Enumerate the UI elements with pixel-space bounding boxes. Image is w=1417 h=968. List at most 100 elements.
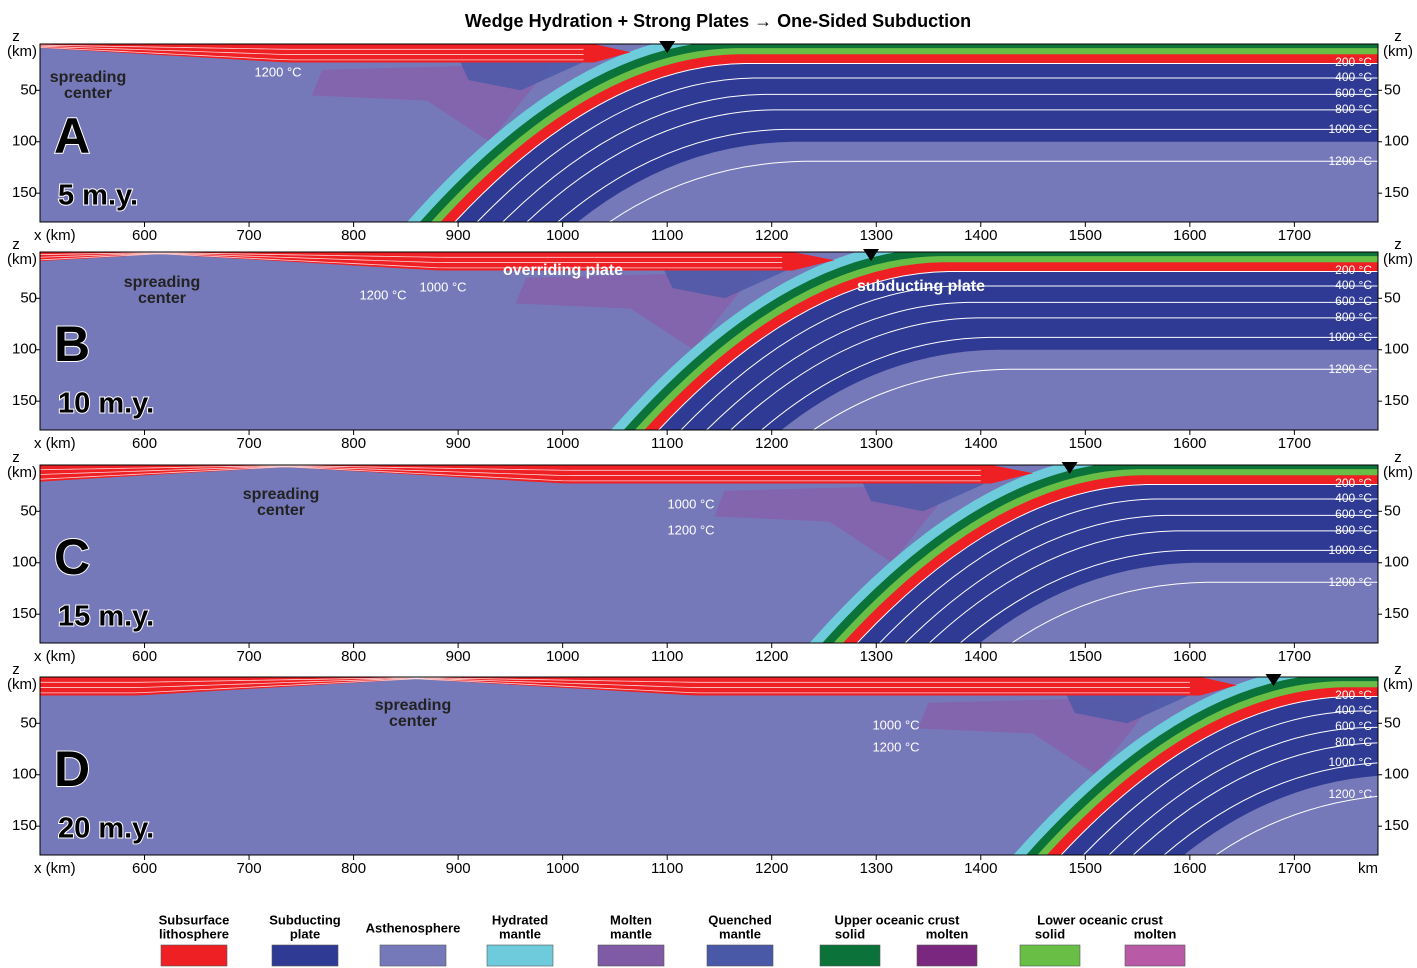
isotherm-label: 1200 °C bbox=[1329, 362, 1373, 376]
x-tick-label: 1500 bbox=[1069, 435, 1102, 452]
y-tick-label: 50 bbox=[20, 81, 37, 98]
x-axis-unit: km bbox=[1358, 860, 1378, 877]
y-tick-label: 100 bbox=[12, 554, 37, 571]
z-unit-right: (km) bbox=[1383, 676, 1413, 693]
legend-label: solid bbox=[835, 926, 865, 941]
z-unit-right: (km) bbox=[1383, 464, 1413, 481]
x-tick-label: 600 bbox=[132, 648, 157, 665]
y-tick-label: 50 bbox=[20, 289, 37, 306]
isotherm-label: 800 °C bbox=[1335, 523, 1372, 537]
x-tick-label: 900 bbox=[446, 860, 471, 877]
x-tick-label: 1000 bbox=[546, 227, 579, 244]
isotherm-label: 800 °C bbox=[1335, 310, 1372, 324]
x-tick-label: 1700 bbox=[1278, 648, 1311, 665]
x-tick-label: 1200 bbox=[755, 227, 788, 244]
legend-swatch bbox=[487, 945, 553, 966]
isotherm-label: 400 °C bbox=[1335, 70, 1372, 84]
annotation: 1000 °C bbox=[419, 279, 466, 294]
y-tick-label: 50 bbox=[20, 714, 37, 731]
x-tick-label: 1300 bbox=[860, 648, 893, 665]
legend-swatch bbox=[161, 945, 227, 966]
legend-label: Hydrated bbox=[492, 912, 548, 927]
x-tick-label: 700 bbox=[237, 860, 262, 877]
x-tick-label: 1000 bbox=[546, 648, 579, 665]
annotation: spreading bbox=[243, 486, 319, 503]
annotation: center bbox=[389, 713, 437, 730]
x-tick-label: 1200 bbox=[755, 435, 788, 452]
panel-letter: C bbox=[54, 529, 90, 585]
y-tick-label: 100 bbox=[12, 341, 37, 358]
legend-label: plate bbox=[290, 926, 320, 941]
x-tick-label: 1600 bbox=[1173, 648, 1206, 665]
z-unit-right: (km) bbox=[1383, 251, 1413, 268]
x-tick-label: 900 bbox=[446, 435, 471, 452]
isotherm-label: 600 °C bbox=[1335, 294, 1372, 308]
legend-swatch bbox=[707, 945, 773, 966]
legend-group-title: Upper oceanic crust bbox=[835, 912, 961, 927]
legend-swatch bbox=[272, 945, 338, 966]
y-tick-label-right: 150 bbox=[1384, 392, 1409, 409]
legend-label: Molten bbox=[610, 912, 652, 927]
annotation: 1000 °C bbox=[667, 496, 714, 511]
legend-label: molten bbox=[926, 926, 969, 941]
isotherm-label: 1000 °C bbox=[1329, 543, 1373, 557]
x-tick-label: 1600 bbox=[1173, 860, 1206, 877]
y-tick-label: 100 bbox=[12, 766, 37, 783]
x-tick-label: 1600 bbox=[1173, 435, 1206, 452]
x-axis-label: x (km) bbox=[34, 860, 76, 877]
legend-label: Asthenosphere bbox=[366, 920, 461, 935]
z-unit: (km) bbox=[7, 43, 37, 60]
panel-age: 10 m.y. bbox=[58, 388, 154, 420]
isotherm-label: 1000 °C bbox=[1329, 755, 1373, 769]
annotation: spreading bbox=[375, 697, 451, 714]
legend-label: Subsurface bbox=[159, 912, 230, 927]
x-tick-label: 1400 bbox=[964, 860, 997, 877]
annotation: spreading bbox=[124, 274, 200, 291]
x-tick-label: 1100 bbox=[651, 860, 683, 877]
x-tick-label: 600 bbox=[132, 435, 157, 452]
y-tick-label-right: 150 bbox=[1384, 605, 1409, 622]
isotherm-label: 1200 °C bbox=[1329, 154, 1373, 168]
x-tick-label: 700 bbox=[237, 227, 262, 244]
x-tick-label: 600 bbox=[132, 227, 157, 244]
legend-label: mantle bbox=[610, 926, 652, 941]
z-unit-right: (km) bbox=[1383, 43, 1413, 60]
legend-swatch bbox=[1125, 945, 1185, 966]
annotation: 1200 °C bbox=[359, 287, 406, 302]
y-tick-label: 150 bbox=[12, 392, 37, 409]
legend-swatch bbox=[820, 945, 880, 966]
x-tick-label: 1600 bbox=[1173, 227, 1206, 244]
legend-label: mantle bbox=[719, 926, 761, 941]
legend-label: Subducting bbox=[269, 912, 341, 927]
y-tick-label: 150 bbox=[12, 605, 37, 622]
x-tick-label: 800 bbox=[341, 648, 366, 665]
annotation: center bbox=[138, 290, 186, 307]
legend-label: lithosphere bbox=[159, 926, 229, 941]
panel-c bbox=[40, 454, 1378, 656]
isotherm-label: 200 °C bbox=[1335, 688, 1372, 702]
legend-swatch bbox=[380, 945, 446, 966]
isotherm-label: 600 °C bbox=[1335, 719, 1372, 733]
x-tick-label: 1100 bbox=[651, 648, 683, 665]
panel-letter: D bbox=[54, 741, 90, 797]
y-tick-label: 100 bbox=[12, 133, 37, 150]
isotherm-label: 1200 °C bbox=[1329, 575, 1373, 589]
y-tick-label-right: 50 bbox=[1384, 502, 1401, 519]
z-unit: (km) bbox=[7, 676, 37, 693]
panel-age: 15 m.y. bbox=[58, 601, 154, 633]
legend-label: solid bbox=[1035, 926, 1065, 941]
x-tick-label: 1400 bbox=[964, 227, 997, 244]
x-tick-label: 800 bbox=[341, 227, 366, 244]
y-tick-label-right: 150 bbox=[1384, 817, 1409, 834]
annotation: center bbox=[64, 85, 112, 102]
annotation: 1200 °C bbox=[254, 64, 301, 79]
annotation: 1200 °C bbox=[667, 522, 714, 537]
x-tick-label: 1500 bbox=[1069, 227, 1102, 244]
x-tick-label: 600 bbox=[132, 860, 157, 877]
isotherm-label: 400 °C bbox=[1335, 703, 1372, 717]
x-tick-label: 900 bbox=[446, 227, 471, 244]
isotherm-label: 600 °C bbox=[1335, 86, 1372, 100]
y-tick-label-right: 100 bbox=[1384, 341, 1409, 358]
x-tick-label: 1400 bbox=[964, 648, 997, 665]
isotherm-label: 400 °C bbox=[1335, 278, 1372, 292]
